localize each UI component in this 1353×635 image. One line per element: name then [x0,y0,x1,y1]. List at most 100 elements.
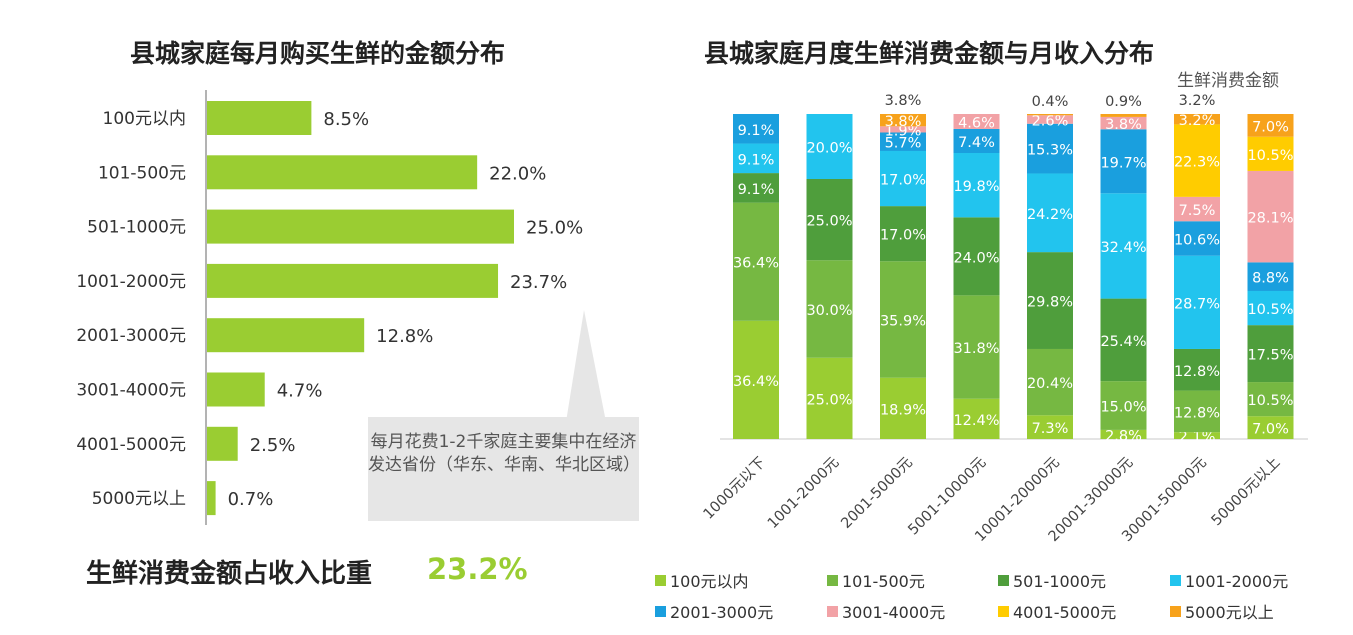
segment-6-4 [1100,193,1147,299]
segment-3-6 [880,126,926,133]
legend-swatch [998,605,1009,617]
segment-1-1 [733,320,779,439]
segment-label: 19.8% [953,179,999,195]
segment-2-3 [806,179,853,261]
segment-label: 0.9% [1105,94,1142,110]
legend-label: 101-500元 [842,572,925,591]
segment-4-3 [953,217,1000,296]
bar-4 [207,263,499,298]
legend-label: 5000元以上 [1185,603,1274,622]
legend-swatch [655,574,666,586]
segment-label: 10.6% [1174,232,1220,248]
legend-swatch [998,574,1009,586]
segment-label: 3.8% [885,114,922,130]
segment-7-8 [1174,114,1220,125]
legend-label: 501-1000元 [1013,572,1107,591]
value-label: 22.0% [489,163,546,184]
segment-6-5 [1100,129,1147,194]
segment-5-8 [1027,114,1073,116]
bar-3 [207,209,514,244]
segment-8-3 [1247,325,1294,383]
segment-8-1 [1247,416,1294,439]
legend-label: 1001-2000元 [1185,572,1289,591]
legend-item: 5000元以上 [1170,599,1274,623]
series-axis-label: 生鲜消费金额 [1177,71,1279,91]
segment-label: 29.8% [1027,295,1073,311]
value-label: 4.7% [277,381,323,402]
segment-8-5 [1247,262,1294,291]
segment-label: 7.0% [1252,119,1289,135]
segment-label: 4.6% [958,115,995,131]
segment-3-8 [880,114,926,127]
segment-3-3 [880,206,926,262]
segment-8-6 [1247,170,1294,263]
segment-label: 25.0% [806,214,852,230]
segment-label: 15.0% [1100,400,1146,416]
segment-label: 17.0% [880,173,926,189]
segment-label: 22.3% [1174,155,1220,171]
segment-label: 18.9% [880,402,926,418]
segment-4-2 [953,295,1000,399]
segment-label: 3.8% [1105,117,1142,133]
segment-label: 10.5% [1247,302,1293,318]
segment-label-top: 3.8% [885,93,922,109]
segment-2-2 [806,260,853,358]
category-tick-label: 5001-10000元 [905,455,989,539]
segment-label: 20.4% [1027,376,1073,392]
segment-5-3 [1027,252,1073,349]
segment-4-6 [953,114,1000,129]
legend-item: 4001-5000元 [998,599,1116,623]
segment-label: 8.8% [1252,271,1289,287]
legend-item: 100元以内 [655,568,749,592]
segment-7-5 [1174,221,1220,256]
segment-label: 12.4% [953,413,999,429]
segment-4-4 [953,153,1000,218]
segment-label: 17.0% [880,228,926,244]
right-chart-title: 县城家庭月度生鲜消费金额与月收入分布 [704,39,1155,68]
ratio-value: 23.2% [427,552,528,586]
value-label: 23.7% [510,272,567,293]
legend-swatch [1170,605,1181,617]
segment-8-8 [1247,114,1294,137]
segment-label: 9.1% [738,182,775,198]
legend-item: 1001-2000元 [1170,568,1288,592]
segment-label: 36.4% [733,374,779,390]
legend-item: 101-500元 [827,568,925,592]
legend-swatch [827,605,838,617]
segment-label: 2.8% [1105,428,1142,444]
segment-1-2 [733,202,779,321]
segment-label: 25.4% [1100,334,1146,350]
legend-label: 2001-3000元 [670,603,774,622]
segment-4-5 [953,128,1000,153]
segment-label-top: 3.2% [1179,93,1216,109]
segment-5-1 [1027,415,1073,439]
value-label: 2.5% [250,435,296,456]
segment-1-4 [733,143,779,174]
value-label: 8.5% [323,109,369,130]
segment-label: 12.8% [1174,364,1220,380]
segment-label: 24.2% [1027,207,1073,223]
segment-label: 28.7% [1174,296,1220,312]
segment-8-4 [1247,290,1294,326]
legend-item: 3001-4000元 [827,599,945,623]
segment-5-5 [1027,123,1073,174]
segment-label: 25.0% [806,392,852,408]
legend-label: 4001-5000元 [1013,603,1117,622]
ratio-label: 生鲜消费金额占收入比重 [86,559,373,589]
segment-label: 36.4% [733,256,779,272]
legend-label: 100元以内 [670,572,749,591]
segment-label: 28.1% [1247,211,1293,227]
segment-label: 2.1% [1179,430,1216,446]
legend-item: 501-1000元 [998,568,1106,592]
segment-label: 10.5% [1247,148,1293,164]
segment-3-2 [880,261,926,378]
segment-3-5 [880,132,926,151]
legend-item: 2001-3000元 [655,599,773,623]
category-label: 4001-5000元 [76,435,186,455]
category-tick-label: 50000元以上 [1208,454,1283,529]
segment-label: 10.5% [1247,393,1293,409]
segment-7-6 [1174,196,1220,222]
segment-label: 17.5% [1247,348,1293,364]
segment-label: 12.8% [1174,405,1220,421]
category-tick-label: 1001-2000元 [765,455,842,532]
